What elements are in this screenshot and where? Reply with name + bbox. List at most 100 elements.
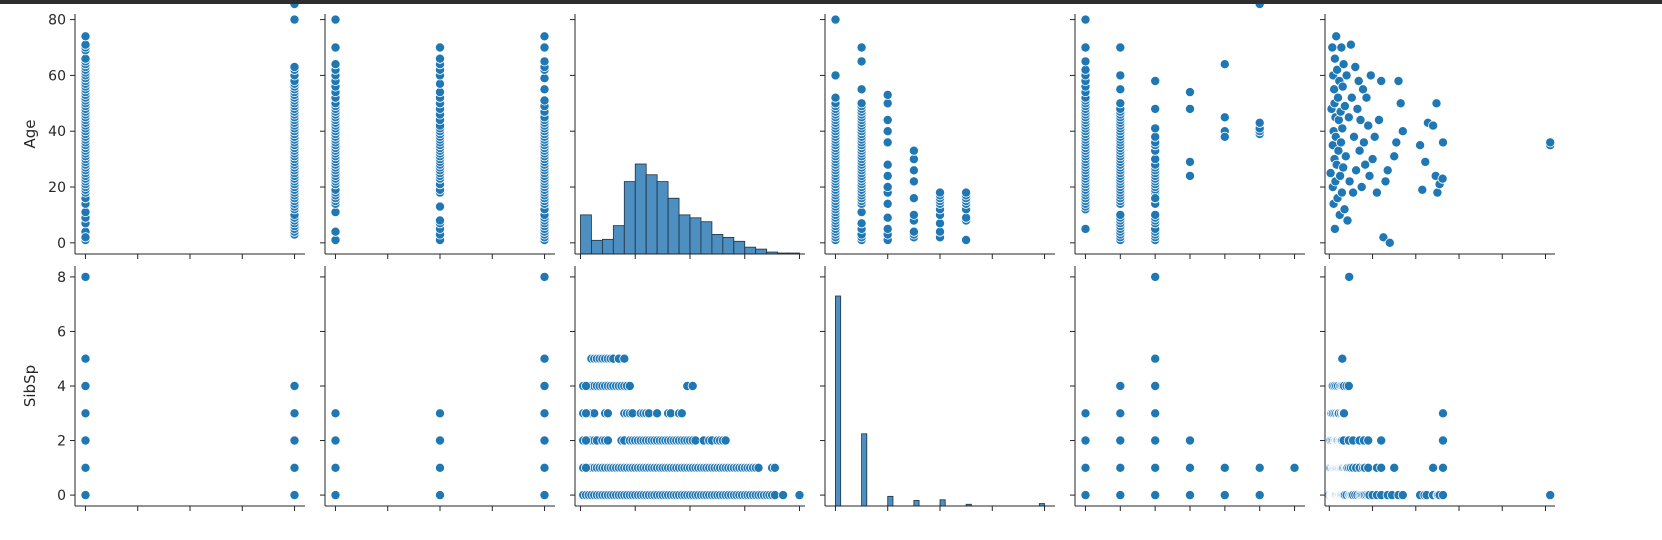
scatter-point: [882, 98, 893, 109]
scatter-point: [1332, 64, 1343, 75]
scatter-point: [1327, 42, 1338, 53]
scatter-point: [1337, 81, 1348, 92]
scatter-point: [289, 380, 300, 391]
scatter-point: [539, 84, 550, 95]
scatter-point: [539, 31, 550, 42]
scatter-point: [961, 187, 972, 198]
scatter-point: [1115, 42, 1126, 53]
scatter-point: [1338, 59, 1349, 70]
scatter-point: [1389, 151, 1400, 162]
scatter-point: [1438, 137, 1449, 148]
scatter-point: [1350, 62, 1361, 73]
scatter-point: [1329, 84, 1340, 95]
scatter-point: [289, 62, 300, 73]
scatter-point: [1115, 209, 1126, 220]
scatter-point: [1339, 204, 1350, 215]
hist-bar: [939, 499, 946, 507]
y-tick-label: 8: [57, 270, 66, 286]
y-axis-title: Age: [21, 119, 39, 148]
scatter-point: [1341, 70, 1352, 81]
scatter-point: [1339, 408, 1350, 419]
scatter-point: [80, 490, 91, 501]
scatter-point: [1336, 42, 1347, 53]
scatter-point: [1325, 168, 1336, 179]
scatter-point: [1080, 462, 1091, 473]
panel-r0-c4: [1070, 4, 1305, 259]
scatter-point: [581, 462, 592, 473]
scatter-point: [856, 218, 867, 229]
panel-r1-c3: [820, 266, 1055, 511]
scatter-point: [80, 53, 91, 64]
scatter-point: [1150, 408, 1161, 419]
scatter-point: [1374, 115, 1385, 126]
hist-bar: [634, 163, 647, 255]
scatter-point: [1150, 435, 1161, 446]
scatter-point: [1150, 490, 1161, 501]
scatter-point: [882, 115, 893, 126]
scatter-point: [330, 14, 341, 25]
scatter-point: [1185, 87, 1196, 98]
scatter-point: [1185, 490, 1196, 501]
scatter-point: [80, 435, 91, 446]
scatter-point: [1329, 53, 1340, 64]
hist-bar: [601, 238, 614, 255]
scatter-point: [1331, 31, 1342, 42]
scatter-point: [80, 353, 91, 364]
scatter-point: [856, 207, 867, 218]
scatter-point: [1397, 126, 1408, 137]
scatter-point: [1219, 462, 1230, 473]
scatter-point: [330, 59, 341, 70]
hist-bar: [580, 214, 592, 255]
hist-bar: [612, 225, 625, 255]
scatter-point: [539, 56, 550, 67]
hist-bar: [733, 240, 746, 255]
scatter-point: [1150, 462, 1161, 473]
panel-r1-c5: [1320, 266, 1556, 511]
scatter-point: [856, 42, 867, 53]
scatter-point: [1391, 137, 1402, 148]
hist-bar: [623, 181, 636, 255]
scatter-point: [1346, 92, 1357, 103]
scatter-point: [289, 4, 300, 9]
scatter-point: [908, 145, 919, 156]
scatter-point: [1335, 170, 1346, 181]
scatter-point: [434, 87, 445, 98]
scatter-point: [330, 207, 341, 218]
panel-r1-c4: [1070, 266, 1305, 511]
scatter-point: [908, 176, 919, 187]
scatter-point: [1365, 70, 1376, 81]
scatter-point: [434, 42, 445, 53]
scatter-point: [1150, 154, 1161, 165]
scatter-point: [1420, 156, 1431, 167]
scatter-point: [289, 408, 300, 419]
scatter-point: [1344, 271, 1355, 282]
scatter-point: [1380, 176, 1391, 187]
hist-bar: [722, 236, 735, 255]
scatter-point: [1345, 39, 1356, 50]
scatter-point: [769, 462, 780, 473]
scatter-point: [1367, 154, 1378, 165]
scatter-point: [1150, 380, 1161, 391]
scatter-point: [80, 39, 91, 50]
scatter-point: [1395, 98, 1406, 109]
scatter-point: [794, 490, 805, 501]
scatter-point: [1115, 84, 1126, 95]
scatter-point: [1438, 462, 1449, 473]
scatter-point: [1363, 120, 1374, 131]
scatter-point: [1289, 462, 1300, 473]
hist-bar: [645, 174, 658, 255]
scatter-point: [1150, 209, 1161, 220]
scatter-point: [1363, 462, 1374, 473]
scatter-point: [1150, 103, 1161, 114]
scatter-point: [830, 70, 841, 81]
scatter-point: [1417, 184, 1428, 195]
hist-bar: [835, 295, 842, 507]
scatter-point: [1115, 70, 1126, 81]
scatter-point: [80, 408, 91, 419]
y-axis-title: SibSp: [21, 365, 39, 407]
panel-r1-c1: [320, 266, 555, 511]
scatter-point: [882, 159, 893, 170]
scatter-point: [539, 95, 550, 106]
scatter-point: [1340, 151, 1351, 162]
scatter-point: [1185, 462, 1196, 473]
